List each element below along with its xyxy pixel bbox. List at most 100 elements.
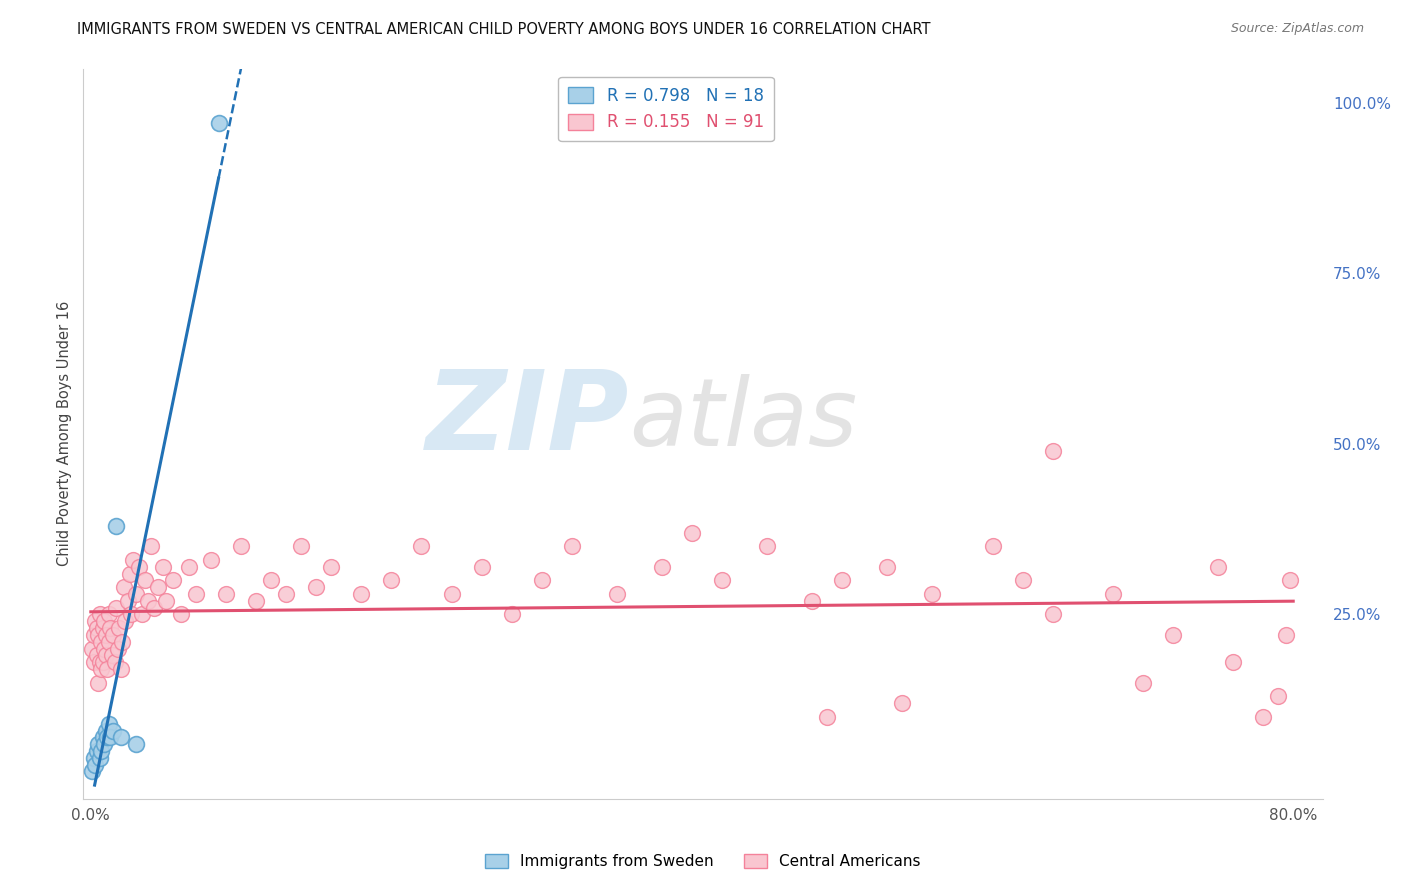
Point xyxy=(125,587,148,601)
Point xyxy=(105,600,128,615)
Point xyxy=(86,621,108,635)
Point xyxy=(876,559,898,574)
Point xyxy=(104,655,127,669)
Point xyxy=(711,574,734,588)
Point xyxy=(94,723,117,738)
Point xyxy=(229,539,252,553)
Point xyxy=(530,574,553,588)
Point xyxy=(651,559,673,574)
Point xyxy=(1251,710,1274,724)
Point xyxy=(1102,587,1125,601)
Point xyxy=(501,607,523,622)
Point xyxy=(1279,574,1302,588)
Point xyxy=(1042,443,1064,458)
Point xyxy=(86,744,108,758)
Point xyxy=(155,594,177,608)
Point xyxy=(1274,628,1296,642)
Point xyxy=(110,731,132,745)
Point xyxy=(128,559,150,574)
Point xyxy=(606,587,628,601)
Point xyxy=(96,731,118,745)
Point xyxy=(87,628,110,642)
Y-axis label: Child Poverty Among Boys Under 16: Child Poverty Among Boys Under 16 xyxy=(58,301,72,566)
Point xyxy=(117,594,139,608)
Point xyxy=(276,587,298,601)
Point xyxy=(207,116,229,130)
Point xyxy=(93,641,115,656)
Point xyxy=(83,628,105,642)
Text: atlas: atlas xyxy=(628,374,858,465)
Point xyxy=(1161,628,1184,642)
Point xyxy=(103,628,125,642)
Point xyxy=(245,594,267,608)
Point xyxy=(83,655,105,669)
Point xyxy=(94,628,117,642)
Point xyxy=(152,559,174,574)
Point xyxy=(87,675,110,690)
Point xyxy=(260,574,283,588)
Point xyxy=(107,641,129,656)
Point xyxy=(103,723,125,738)
Point xyxy=(98,621,121,635)
Point xyxy=(91,621,114,635)
Point xyxy=(84,615,107,629)
Point xyxy=(101,648,124,663)
Point xyxy=(170,607,193,622)
Point xyxy=(411,539,433,553)
Point xyxy=(471,559,494,574)
Point xyxy=(681,525,703,540)
Text: Source: ZipAtlas.com: Source: ZipAtlas.com xyxy=(1230,22,1364,36)
Point xyxy=(981,539,1004,553)
Point xyxy=(756,539,779,553)
Point xyxy=(97,716,120,731)
Point xyxy=(90,662,112,676)
Point xyxy=(93,615,115,629)
Point xyxy=(321,559,343,574)
Text: IMMIGRANTS FROM SWEDEN VS CENTRAL AMERICAN CHILD POVERTY AMONG BOYS UNDER 16 COR: IMMIGRANTS FROM SWEDEN VS CENTRAL AMERIC… xyxy=(77,22,931,37)
Point xyxy=(114,615,136,629)
Point xyxy=(86,648,108,663)
Point xyxy=(111,634,134,648)
Point xyxy=(96,662,118,676)
Point xyxy=(125,737,148,751)
Point xyxy=(82,641,104,656)
Point xyxy=(136,594,159,608)
Point xyxy=(97,634,120,648)
Point xyxy=(184,587,207,601)
Legend: R = 0.798   N = 18, R = 0.155   N = 91: R = 0.798 N = 18, R = 0.155 N = 91 xyxy=(558,77,773,141)
Point xyxy=(831,574,853,588)
Point xyxy=(801,594,824,608)
Point xyxy=(200,553,222,567)
Point xyxy=(1042,607,1064,622)
Point xyxy=(91,655,114,669)
Point xyxy=(122,553,145,567)
Point xyxy=(110,662,132,676)
Point xyxy=(1222,655,1244,669)
Point xyxy=(112,580,135,594)
Point xyxy=(290,539,312,553)
Point xyxy=(105,518,128,533)
Point xyxy=(815,710,838,724)
Point xyxy=(1132,675,1154,690)
Legend: Immigrants from Sweden, Central Americans: Immigrants from Sweden, Central American… xyxy=(479,847,927,875)
Point xyxy=(118,566,141,581)
Point xyxy=(87,737,110,751)
Point xyxy=(1206,559,1229,574)
Point xyxy=(561,539,583,553)
Point xyxy=(120,607,142,622)
Point xyxy=(139,539,162,553)
Point xyxy=(891,696,914,710)
Point xyxy=(90,634,112,648)
Point xyxy=(83,751,105,765)
Point xyxy=(97,607,120,622)
Point xyxy=(98,731,121,745)
Point xyxy=(108,621,131,635)
Point xyxy=(162,574,184,588)
Point xyxy=(1267,690,1289,704)
Point xyxy=(94,648,117,663)
Point xyxy=(91,731,114,745)
Point xyxy=(142,600,165,615)
Point xyxy=(350,587,373,601)
Point xyxy=(89,607,111,622)
Point xyxy=(921,587,943,601)
